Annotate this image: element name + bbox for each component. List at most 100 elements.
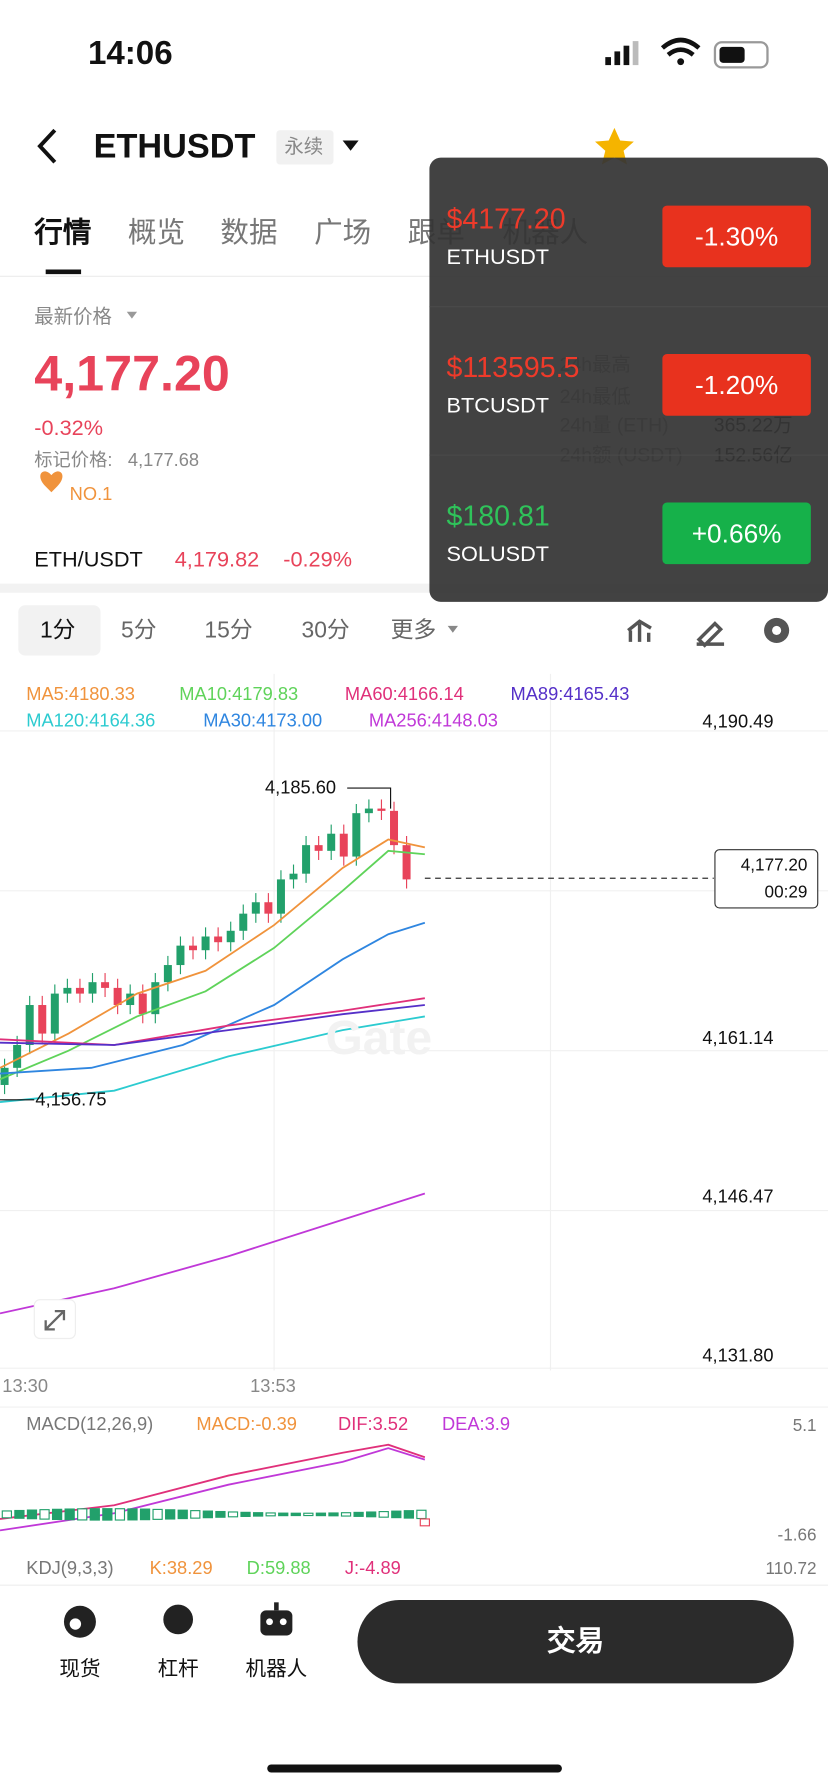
popup-symbol[interactable]: ETHUSDT — [446, 245, 550, 270]
price-label: 最新价格 — [34, 306, 112, 328]
chart-decor — [63, 987, 72, 994]
chart-decor — [214, 936, 223, 943]
chart-decor — [419, 1518, 430, 1527]
divider — [429, 306, 828, 308]
popup-price[interactable]: $113595.5 — [446, 351, 580, 384]
chart-decor — [340, 1512, 352, 1517]
ma-label: MA5:4180.33 — [26, 685, 135, 705]
nav-item[interactable]: 机器人 — [245, 1657, 308, 1680]
chart-decor — [51, 1508, 63, 1521]
chart-decor — [163, 965, 172, 983]
chart-decor — [240, 1511, 251, 1517]
chart-decor — [176, 945, 185, 966]
chart-decor — [339, 833, 348, 857]
axis-label: 4,190.49 — [702, 712, 774, 733]
popup-change[interactable]: +0.66% — [662, 502, 811, 565]
countdown: 00:29 — [764, 882, 808, 903]
ma-label: MA89:4165.43 — [510, 685, 630, 705]
popup-price[interactable]: $180.81 — [446, 500, 550, 533]
chart-decor — [26, 1509, 38, 1520]
ma-label: MA60:4166.14 — [344, 685, 464, 705]
interval[interactable]: 15分 — [204, 617, 253, 643]
tab[interactable]: 广场 — [314, 216, 372, 249]
interval[interactable]: 更多 — [390, 617, 437, 643]
chart-decor — [25, 1005, 34, 1045]
macd-label: MACD(12,26,9) — [26, 1415, 154, 1435]
trade-button[interactable]: 交易 — [547, 1625, 605, 1658]
ma-label: MA256:4148.03 — [368, 711, 498, 731]
chart-decor — [328, 1512, 339, 1517]
chart-decor — [302, 845, 311, 874]
axis-label: 4,131.80 — [702, 1346, 774, 1366]
chart-decor — [14, 1509, 25, 1519]
chart-decor — [138, 993, 147, 1015]
chart-decor — [64, 1508, 75, 1521]
interval[interactable]: 1分 — [39, 617, 76, 643]
chart-decor — [416, 1509, 427, 1520]
watermark: Gate — [325, 1010, 433, 1065]
axis-label: 4,146.47 — [702, 1187, 774, 1208]
popup-change[interactable]: -1.20% — [662, 354, 811, 416]
tab[interactable]: 行情 — [34, 216, 92, 249]
kdj-label: J:-4.89 — [344, 1558, 401, 1579]
chart-decor — [152, 1508, 163, 1520]
chart-decor — [278, 1512, 289, 1517]
chart-decor — [377, 808, 386, 811]
chart-decor — [0, 997, 425, 1046]
chart-decor — [0, 1015, 426, 1104]
chart-decor — [264, 902, 273, 914]
interval[interactable]: 5分 — [121, 617, 157, 643]
popup-price[interactable]: $4177.20 — [446, 203, 566, 236]
pair-change: -0.29% — [283, 548, 352, 573]
chart-decor — [139, 1508, 151, 1521]
chart-decor — [352, 813, 361, 857]
chart-decor — [89, 1508, 100, 1521]
chart-decor — [77, 1508, 88, 1521]
chart-decor — [0, 838, 426, 1069]
macd-label: DIF:3.52 — [338, 1415, 409, 1435]
chart-decor — [0, 921, 426, 1075]
chart-decor — [315, 1512, 327, 1517]
chart-decor — [190, 1510, 201, 1519]
chart-decor — [189, 945, 198, 951]
high-label: 4,185.60 — [264, 778, 337, 799]
low-label: 4,156.75 — [35, 1090, 107, 1111]
chart-decor — [13, 1044, 22, 1068]
chart-decor — [378, 1511, 389, 1518]
chart-decor — [227, 1511, 239, 1518]
interval[interactable]: 30分 — [301, 617, 350, 643]
nav-item[interactable]: 现货 — [59, 1657, 101, 1680]
macd-label: MACD:-0.39 — [196, 1415, 297, 1435]
chart-decor — [101, 982, 110, 988]
nav-item[interactable]: 杠杆 — [157, 1657, 199, 1680]
tab[interactable]: 数据 — [220, 216, 278, 249]
chart-decor — [303, 1512, 314, 1517]
rank: NO.1 — [69, 485, 113, 505]
mark-label: 标记价格: — [34, 451, 113, 471]
chart-decor — [88, 982, 97, 994]
chart-decor — [126, 993, 135, 1006]
popup-symbol[interactable]: BTCUSDT — [446, 394, 550, 418]
chart-decor — [113, 987, 122, 1006]
chart-decor — [202, 1510, 213, 1519]
chart-decor — [38, 1005, 47, 1034]
chart-decor — [177, 1509, 188, 1520]
chart-decor — [353, 1511, 364, 1517]
chart-decor — [364, 808, 373, 814]
chart-decor — [39, 1509, 50, 1520]
chart-decor — [0, 1004, 425, 1046]
popup-symbol[interactable]: SOLUSDT — [446, 542, 550, 567]
chart-decor — [265, 1512, 276, 1517]
chart-decor — [0, 1443, 426, 1520]
macd-label: DEA:3.9 — [441, 1415, 511, 1435]
tab[interactable]: 概览 — [127, 216, 186, 249]
macd-axis: -1.66 — [777, 1525, 817, 1546]
pair-name: ETH/USDT — [34, 548, 143, 573]
kdj-label: KDJ(9,3,3) — [26, 1558, 114, 1579]
symbol[interactable]: ETHUSDT — [93, 127, 256, 166]
popup-change[interactable]: -1.30% — [662, 205, 811, 268]
kdj-label: D:59.88 — [246, 1558, 311, 1579]
chart-decor — [251, 902, 260, 914]
